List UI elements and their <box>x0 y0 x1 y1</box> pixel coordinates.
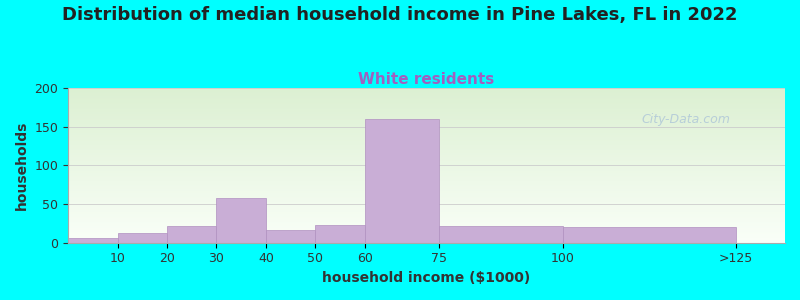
Text: Distribution of median household income in Pine Lakes, FL in 2022: Distribution of median household income … <box>62 6 738 24</box>
Y-axis label: households: households <box>15 121 29 210</box>
Bar <box>439 226 562 243</box>
Bar <box>562 227 735 243</box>
Bar <box>315 225 365 243</box>
Bar <box>167 226 217 243</box>
Bar <box>266 230 315 243</box>
Bar <box>68 238 118 243</box>
Bar <box>118 233 167 243</box>
Title: White residents: White residents <box>358 72 494 87</box>
X-axis label: household income ($1000): household income ($1000) <box>322 271 530 285</box>
Bar <box>217 198 266 243</box>
Text: City-Data.com: City-Data.com <box>642 112 730 126</box>
Bar <box>365 119 439 243</box>
